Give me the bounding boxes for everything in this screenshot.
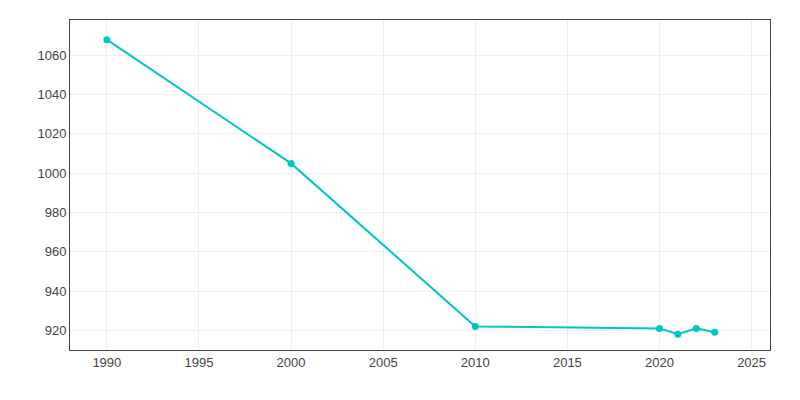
svg-text:1995: 1995: [184, 355, 213, 370]
svg-text:1990: 1990: [92, 355, 121, 370]
svg-text:2010: 2010: [461, 355, 490, 370]
svg-text:1060: 1060: [37, 48, 66, 63]
svg-text:2025: 2025: [737, 355, 766, 370]
svg-text:2000: 2000: [277, 355, 306, 370]
svg-text:2015: 2015: [553, 355, 582, 370]
svg-text:960: 960: [45, 244, 67, 259]
svg-text:940: 940: [45, 284, 67, 299]
svg-text:920: 920: [45, 323, 67, 338]
svg-text:2020: 2020: [645, 355, 674, 370]
svg-text:1040: 1040: [37, 87, 66, 102]
svg-text:2005: 2005: [369, 355, 398, 370]
svg-text:1020: 1020: [37, 126, 66, 141]
svg-text:980: 980: [45, 205, 67, 220]
svg-text:1000: 1000: [37, 166, 66, 181]
